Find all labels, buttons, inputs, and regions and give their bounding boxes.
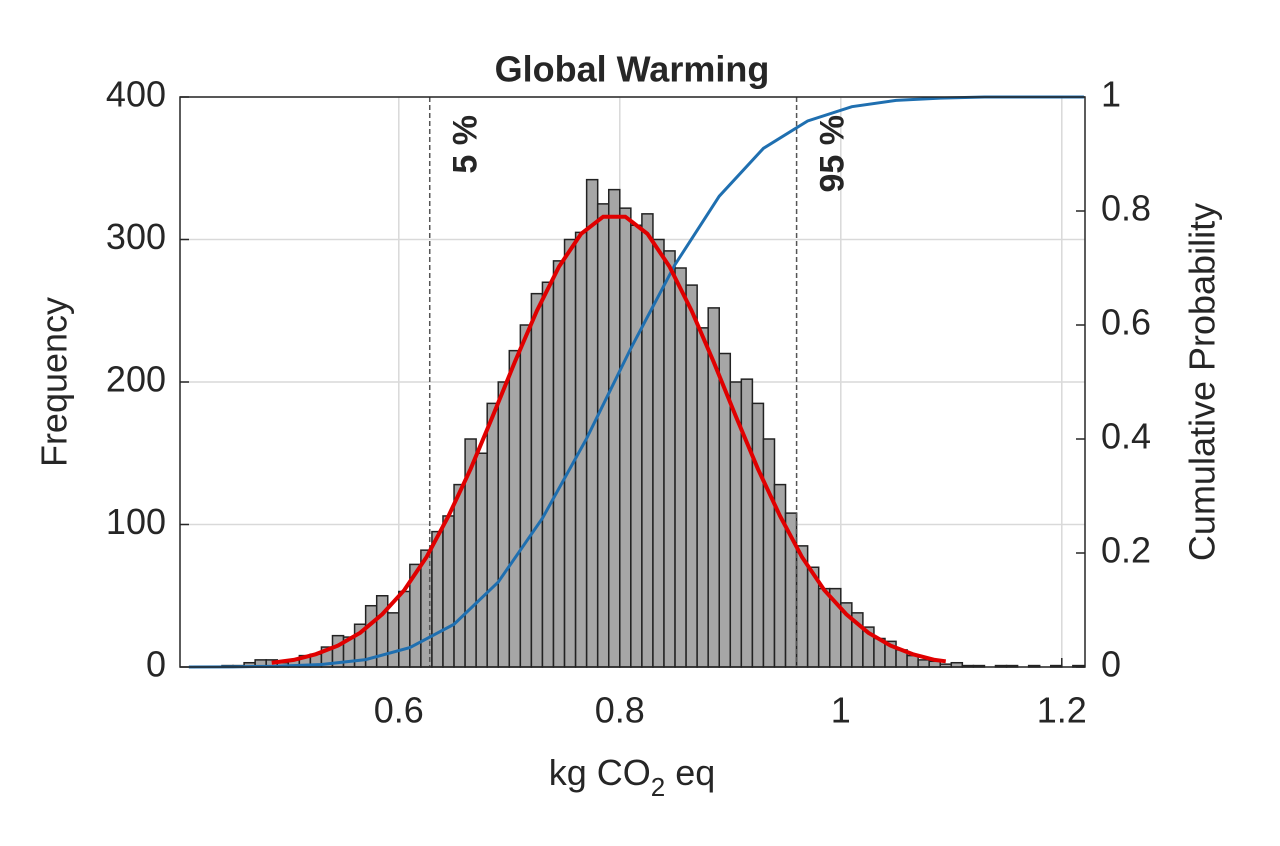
histogram-bar xyxy=(641,213,654,668)
y-tick-label: 300 xyxy=(106,216,166,257)
histogram-bar xyxy=(663,250,676,668)
histogram-bar xyxy=(685,284,698,668)
x-tick-label: 0.6 xyxy=(374,690,424,731)
histogram-bar xyxy=(696,327,709,668)
histogram-bar xyxy=(762,438,776,668)
y2-tick-label: 1 xyxy=(1101,74,1121,115)
x-label-part: kg CO xyxy=(549,752,651,793)
histogram-bar xyxy=(508,349,522,668)
fit-curve xyxy=(271,214,947,665)
x-tick-label: 1 xyxy=(831,690,851,731)
histogram-bar xyxy=(386,612,400,668)
histogram-bar xyxy=(398,590,411,668)
histogram-bar xyxy=(497,381,511,668)
histogram-bar xyxy=(585,178,599,668)
cdf-line xyxy=(188,95,1084,669)
histogram-bar xyxy=(563,238,577,668)
histogram-bar xyxy=(519,324,533,668)
histogram-bar xyxy=(619,207,632,668)
y2-tick-label: 0.6 xyxy=(1101,302,1151,343)
histogram-bar xyxy=(442,515,455,668)
y-tick-label: 0 xyxy=(146,644,166,685)
y-tick-label: 200 xyxy=(106,359,166,400)
y2-axis-label: Cumulative Probability xyxy=(1182,203,1223,561)
histogram-bar xyxy=(917,659,930,668)
y2-tick-label: 0.8 xyxy=(1101,188,1151,229)
histogram-bar xyxy=(674,267,687,668)
histogram-bar xyxy=(431,530,444,668)
y-axis-label: Frequency xyxy=(34,297,75,467)
histogram-bar xyxy=(607,188,621,668)
histogram-bar xyxy=(596,203,610,668)
percentile-label: 95 % xyxy=(814,115,852,193)
x-label-part: eq xyxy=(665,752,715,793)
x-axis-label: kg CO2 eq xyxy=(549,752,716,802)
histogram-bar xyxy=(453,483,466,668)
y-tick-label: 400 xyxy=(106,74,166,115)
x-label-subscript: 2 xyxy=(651,772,665,802)
histogram-bar xyxy=(552,260,566,668)
percentile-label: 5 % xyxy=(447,115,485,174)
histogram-bar xyxy=(740,378,754,668)
plot-frame xyxy=(179,96,1086,668)
histogram-bar xyxy=(751,402,765,668)
histogram-bar xyxy=(817,587,831,668)
histogram-bar xyxy=(630,224,643,668)
y2-tick-label: 0.4 xyxy=(1101,416,1151,457)
histogram-bar xyxy=(486,402,499,668)
x-tick-label: 0.8 xyxy=(595,690,645,731)
histogram-bar xyxy=(530,292,544,668)
histogram-bar xyxy=(906,654,919,668)
y2-tick-label: 0.2 xyxy=(1101,530,1151,571)
y2-tick-label: 0 xyxy=(1101,644,1121,685)
chart-title: Global Warming xyxy=(495,49,770,90)
x-tick-label: 1.2 xyxy=(1037,690,1087,731)
histogram-bar xyxy=(541,281,555,668)
histogram-bar xyxy=(475,452,488,668)
y-tick-label: 100 xyxy=(106,501,166,542)
